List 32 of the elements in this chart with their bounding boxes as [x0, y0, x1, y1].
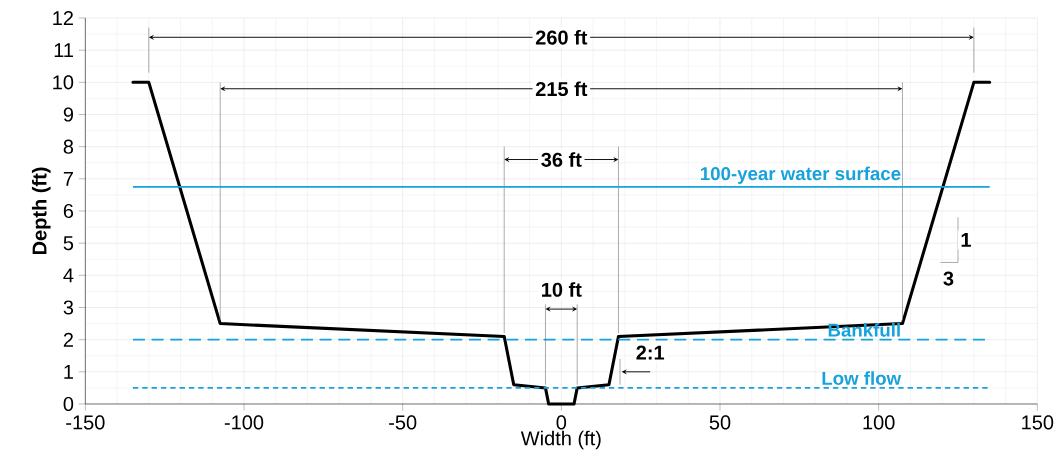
y-tick-label: 11	[54, 43, 73, 58]
y-tick-label: 8	[63, 139, 74, 154]
y-tick-label: 10	[53, 75, 74, 90]
x-tick-label: 100	[863, 415, 895, 430]
x-tick-label: -150	[66, 415, 105, 430]
ref-line-label: Low flow	[822, 371, 902, 385]
y-tick-label: 2	[63, 332, 73, 347]
y-tick-label: 0	[63, 396, 74, 412]
y-tick-label: 12	[53, 11, 73, 25]
y-tick-label: 9	[63, 107, 73, 122]
y-tick-label: 6	[63, 203, 74, 219]
y-tick-label: 3	[63, 300, 74, 315]
y-tick-label: 7	[63, 171, 73, 186]
y-tick-label: 4	[63, 268, 74, 283]
y-tick-label: 5	[63, 236, 74, 251]
annotation: 215 ft	[535, 81, 588, 97]
x-tick-label: -100	[224, 415, 264, 430]
x-tick-label: 50	[709, 415, 731, 430]
x-axis-title: Width (ft)	[520, 430, 601, 450]
ref-line-label: Bankfull	[828, 323, 900, 337]
annotation: 260 ft	[535, 29, 588, 45]
annotation: 36 ft	[541, 152, 582, 167]
ref-line-label: 100-year water surface	[700, 166, 901, 184]
annotation: 10 ft	[542, 282, 582, 297]
annotation: 2:1	[636, 345, 665, 360]
annotation: 3	[943, 271, 954, 286]
x-tick-label: 150	[1022, 415, 1054, 430]
x-tick-label: 0	[556, 415, 567, 430]
y-tick-label: 1	[64, 364, 73, 379]
annotation: 1	[961, 233, 971, 247]
x-tick-label: -50	[389, 415, 417, 430]
y-axis-title: Depth (ft)	[31, 167, 51, 255]
